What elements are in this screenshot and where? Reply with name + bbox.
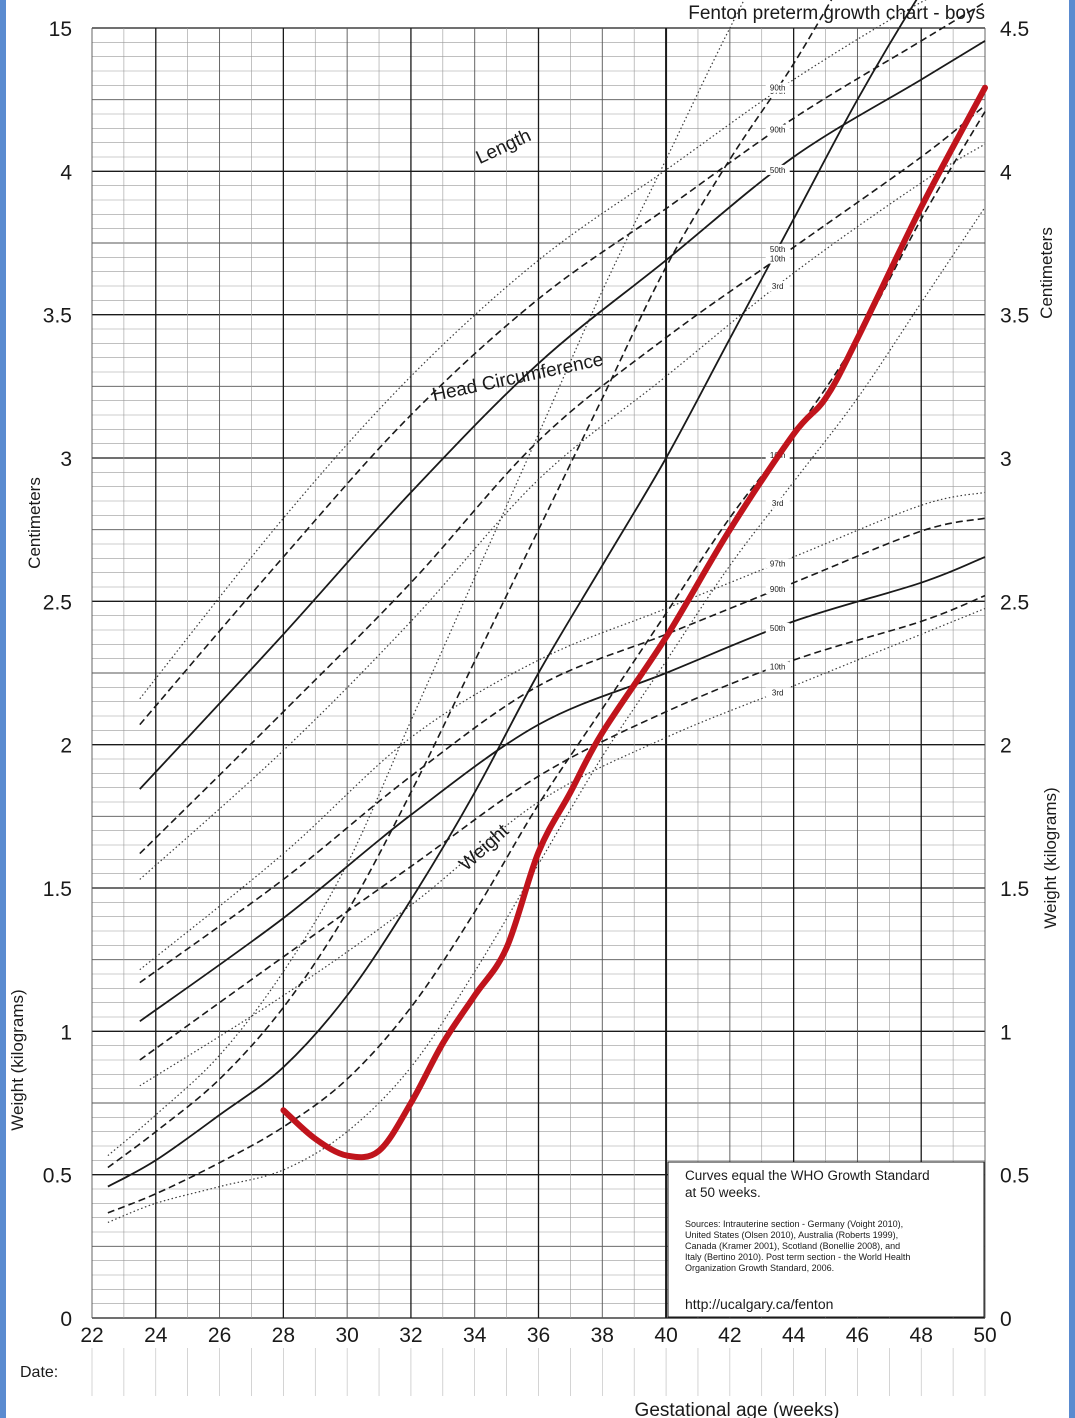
x-tick: 22 xyxy=(80,1324,103,1347)
head-curve-50th xyxy=(139,556,986,1023)
percentile-label: 3rd xyxy=(772,688,784,697)
chart-frame: 00.511.522.533.541520253035404550556000.… xyxy=(6,0,1069,1418)
y-label-left-upper: Centimeters xyxy=(25,477,44,569)
x-tick: 48 xyxy=(910,1324,933,1347)
percentile-label-bg xyxy=(765,622,790,633)
length-curve-90th xyxy=(139,1,986,726)
percentile-label-bg xyxy=(765,124,790,135)
x-axis-label: Gestational age (weeks) xyxy=(635,1400,840,1418)
y-tick-left: 2.5 xyxy=(43,591,72,614)
y-tick-right: 4.5 xyxy=(1000,18,1029,41)
percentile-label: 50th xyxy=(770,624,786,633)
x-tick: 38 xyxy=(591,1324,614,1347)
info-sources-2: United States (Olsen 2010), Australia (R… xyxy=(685,1230,898,1240)
y-tick-right: 0.5 xyxy=(1000,1165,1029,1188)
y-tick-right: 3 xyxy=(1000,448,1012,471)
x-tick: 28 xyxy=(272,1324,295,1347)
x-tick: 46 xyxy=(846,1324,869,1347)
percentile-label: 50th xyxy=(770,245,786,254)
percentile-label-bg xyxy=(765,253,790,264)
length-curve-97th xyxy=(139,0,927,700)
percentile-label-bg xyxy=(765,558,790,569)
y-tick-right: 3.5 xyxy=(1000,305,1029,328)
x-tick: 36 xyxy=(527,1324,550,1347)
grid xyxy=(91,27,986,1396)
head-curve-97th xyxy=(139,491,986,971)
length-curve-10th xyxy=(139,104,986,855)
weight-curve-50th xyxy=(107,0,918,1188)
percentile-label: 3rd xyxy=(772,499,784,508)
info-url[interactable]: http://ucalgary.ca/fenton xyxy=(685,1296,833,1312)
info-sources-4: Italy (Bertino 2010). Post term section … xyxy=(685,1252,910,1262)
weight-curve-10th xyxy=(107,111,986,1214)
percentile-label-bg xyxy=(765,661,790,672)
percentile-label-bg xyxy=(765,687,790,698)
y-tick-right: 1.5 xyxy=(1000,878,1029,901)
y-tick-left: 1 xyxy=(60,1021,72,1044)
percentile-label-bg xyxy=(765,584,790,595)
x-tick: 44 xyxy=(782,1324,806,1347)
date-label: Date: xyxy=(20,1364,58,1381)
percentile-label: 10th xyxy=(770,255,786,264)
y-tick-right: 0 xyxy=(1000,1308,1012,1331)
y-tick-left: 4 xyxy=(60,161,72,184)
length-curve-3rd xyxy=(139,143,986,880)
head-curve-3rd xyxy=(139,607,986,1087)
y-label-left-lower: Weight (kilograms) xyxy=(8,989,27,1130)
y-tick-left: 0.5 xyxy=(43,1165,72,1188)
x-tick: 26 xyxy=(208,1324,231,1347)
percentile-label-bg xyxy=(765,82,790,93)
percentile-label: 3rd xyxy=(772,282,784,291)
percentile-label: 90th xyxy=(770,585,786,594)
y-tick-right: 2.5 xyxy=(1000,591,1029,614)
percentile-label: 50th xyxy=(770,166,786,175)
y-tick-left: 15 xyxy=(49,18,72,41)
info-sources-3: Canada (Kramer 2001), Scotland (Bonellie… xyxy=(685,1241,900,1251)
percentile-label-bg xyxy=(765,243,790,254)
chart-title: Fenton preterm growth chart - boys xyxy=(688,3,985,24)
patient-curve xyxy=(280,84,988,1161)
x-tick: 32 xyxy=(399,1324,422,1347)
x-tick: 24 xyxy=(144,1324,168,1347)
x-tick: 34 xyxy=(463,1324,487,1347)
head-curve-90th xyxy=(139,517,986,984)
curve-label-length: Length xyxy=(473,125,535,169)
info-line-1: Curves equal the WHO Growth Standard xyxy=(685,1168,930,1183)
weight-curve-90th xyxy=(107,0,833,1169)
y-tick-left: 2 xyxy=(60,735,72,758)
x-tick: 30 xyxy=(335,1324,358,1347)
percentile-label: 97th xyxy=(770,559,786,568)
x-tick: 42 xyxy=(718,1324,741,1347)
info-sources-1: Sources: Intrauterine section - Germany … xyxy=(685,1219,903,1229)
y-tick-right: 4 xyxy=(1000,161,1012,184)
percentile-label: 90th xyxy=(770,126,786,135)
y-tick-left: 3.5 xyxy=(43,305,72,328)
y-tick-left: 3 xyxy=(60,448,72,471)
y-tick-right: 1 xyxy=(1000,1021,1012,1044)
y-tick-left: 1.5 xyxy=(43,878,72,901)
percentile-label-bg xyxy=(765,497,790,508)
patient-weight-line xyxy=(280,84,988,1161)
weight-curve-3rd xyxy=(107,206,986,1223)
x-tick: 50 xyxy=(973,1324,996,1347)
tick-labels: 00.511.522.533.541520253035404550556000.… xyxy=(43,18,1029,1347)
percentile-label-bg xyxy=(765,281,790,291)
percentile-label: 10th xyxy=(770,663,786,672)
info-box: Curves equal the WHO Growth Standard at … xyxy=(667,1161,985,1318)
y-tick-left: 0 xyxy=(60,1308,72,1331)
info-sources-5: Organization Growth Standard, 2006. xyxy=(685,1263,834,1273)
y-tick-right: 2 xyxy=(1000,735,1012,758)
info-line-2: at 50 weeks. xyxy=(685,1185,761,1200)
percentile-labels: 97th90th50th10th3rd97th90th50th10th3rd97… xyxy=(765,82,790,698)
percentile-label: 90th xyxy=(770,84,786,93)
percentile-label-bg xyxy=(765,164,790,175)
growth-chart: 00.511.522.533.541520253035404550556000.… xyxy=(8,0,1060,1418)
head-curve-10th xyxy=(139,594,986,1061)
y-label-right-upper: Centimeters xyxy=(1037,227,1056,319)
y-label-right-lower: Weight (kilograms) xyxy=(1041,787,1060,928)
weight-curve-97th xyxy=(107,0,745,1157)
percentile-curves xyxy=(107,0,986,1223)
x-tick: 40 xyxy=(654,1324,677,1347)
length-curve-50th xyxy=(139,40,986,790)
